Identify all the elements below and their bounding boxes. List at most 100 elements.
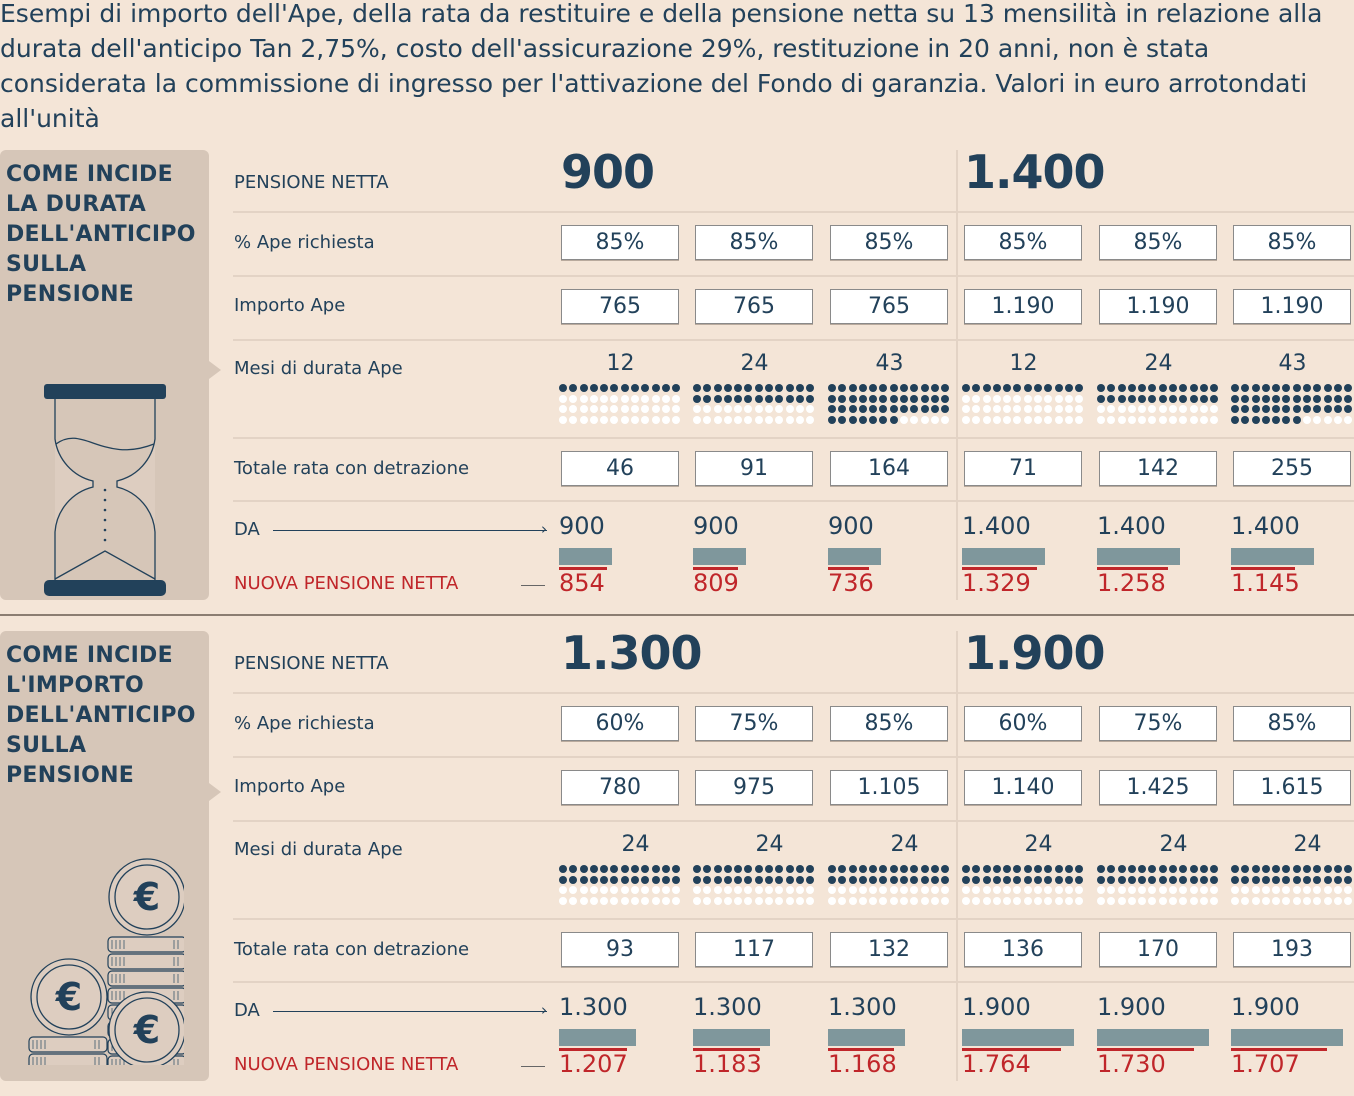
month-dot <box>1054 865 1063 873</box>
month-dot <box>1097 886 1105 894</box>
month-dot <box>869 384 878 392</box>
month-dot <box>775 896 784 905</box>
month-dot <box>972 415 981 424</box>
month-dot <box>600 384 609 392</box>
month-dot <box>1344 865 1353 873</box>
month-dot <box>703 415 712 424</box>
totale-rata-box: 170 <box>1099 932 1217 967</box>
month-dot <box>795 394 804 403</box>
month-dot <box>1044 865 1053 873</box>
month-dot <box>941 865 950 873</box>
month-dot <box>713 405 722 413</box>
da-value: 1.900 <box>1097 993 1166 1021</box>
month-dot <box>869 875 878 884</box>
month-dot <box>920 865 929 873</box>
month-dot <box>1210 865 1219 873</box>
month-dot <box>765 394 774 403</box>
month-dot <box>1189 394 1198 403</box>
month-dot <box>879 886 888 894</box>
month-dot <box>889 896 898 905</box>
month-dot <box>600 405 609 413</box>
month-dot <box>869 896 878 905</box>
nuova-bar <box>1231 567 1296 570</box>
month-dot <box>1179 415 1188 424</box>
ape-pct-box: 60% <box>561 706 679 741</box>
month-dot <box>992 405 1001 413</box>
month-dot <box>620 405 629 413</box>
month-dot <box>1044 896 1053 905</box>
row-label-mesi: Mesi di durata Ape <box>234 839 403 860</box>
da-arrow-icon: › <box>541 520 547 538</box>
da-value: 1.400 <box>962 512 1031 540</box>
month-dot <box>1303 865 1312 873</box>
month-dot <box>1292 415 1301 424</box>
month-dot <box>1282 886 1291 894</box>
mesi-value: 43 <box>875 351 904 376</box>
month-dot <box>713 865 722 873</box>
row-label-importo-ape: Importo Ape <box>234 295 346 316</box>
month-dot <box>1333 405 1342 413</box>
hourglass-icon <box>43 384 167 600</box>
month-dot <box>1344 384 1353 392</box>
month-dot <box>1199 896 1208 905</box>
month-dot <box>869 865 878 873</box>
row-separator <box>233 756 1354 758</box>
month-dot <box>1127 886 1136 894</box>
month-dot <box>1344 394 1353 403</box>
month-dot <box>1292 405 1301 413</box>
month-dot <box>1075 405 1084 413</box>
month-dot <box>1231 896 1239 905</box>
month-dot <box>1075 415 1084 424</box>
month-dot <box>1179 865 1188 873</box>
month-dot <box>1148 415 1157 424</box>
month-dot <box>1189 415 1198 424</box>
month-dot <box>1282 875 1291 884</box>
month-dot <box>672 886 681 894</box>
month-dot <box>848 865 857 873</box>
ape-pct-box: 85% <box>964 225 1082 260</box>
month-dot <box>1272 886 1281 894</box>
months-dot-grid <box>1231 384 1354 424</box>
month-dot <box>1127 896 1136 905</box>
month-dot <box>1210 875 1219 884</box>
month-dot <box>693 896 701 905</box>
month-dot <box>858 384 867 392</box>
month-dot <box>1199 405 1208 413</box>
month-dot <box>858 405 867 413</box>
month-dot <box>1054 384 1063 392</box>
month-dot <box>620 886 629 894</box>
month-dot <box>1231 384 1239 392</box>
month-dot <box>1313 384 1322 392</box>
month-dot <box>1272 896 1281 905</box>
month-dot <box>1117 886 1126 894</box>
month-dot <box>930 865 939 873</box>
month-dot <box>1064 394 1073 403</box>
da-value: 900 <box>559 512 605 540</box>
month-dot <box>848 405 857 413</box>
month-dot <box>631 865 640 873</box>
month-dot <box>1023 896 1032 905</box>
month-dot <box>1044 415 1053 424</box>
month-dot <box>1189 875 1198 884</box>
section-panel: COME INCIDE LA DURATA DELL'ANTICIPO SULL… <box>0 150 209 600</box>
svg-text:€: € <box>55 975 82 1019</box>
month-dot <box>992 886 1001 894</box>
month-dot <box>1189 384 1198 392</box>
month-dot <box>734 886 743 894</box>
month-dot <box>744 384 753 392</box>
month-dot <box>1003 394 1012 403</box>
month-dot <box>775 415 784 424</box>
month-dot <box>641 886 650 894</box>
month-dot <box>1117 896 1126 905</box>
month-dot <box>693 886 701 894</box>
month-dot <box>1169 875 1178 884</box>
month-dot <box>703 384 712 392</box>
month-dot <box>651 405 660 413</box>
row-separator <box>233 275 1354 277</box>
month-dot <box>910 886 919 894</box>
month-dot <box>1003 865 1012 873</box>
month-dot <box>1282 394 1291 403</box>
month-dot <box>1179 405 1188 413</box>
month-dot <box>1292 384 1301 392</box>
